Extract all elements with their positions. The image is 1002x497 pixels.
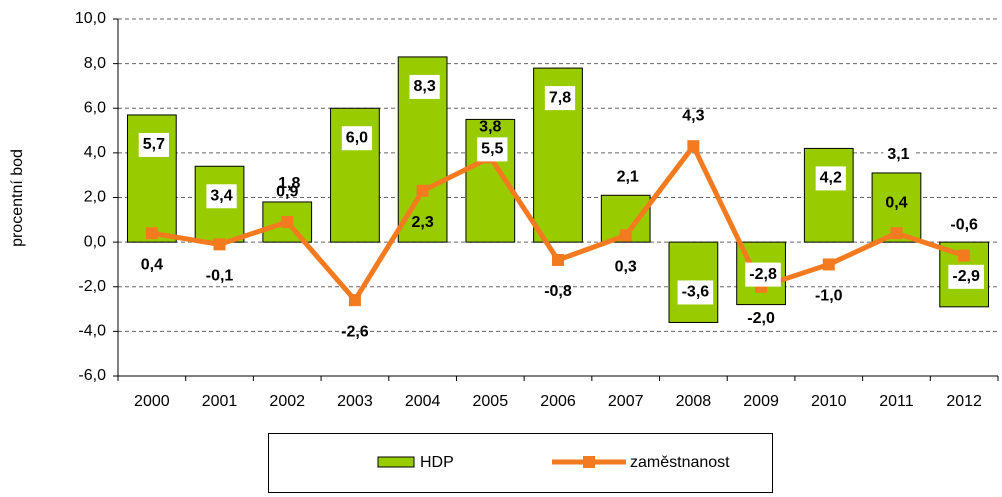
data-label-group: 8,3 — [409, 74, 440, 99]
data-label: -2,8 — [749, 266, 777, 283]
legend-label: zaměstnanost — [630, 454, 730, 471]
data-label: -0,8 — [544, 283, 572, 300]
data-label-box — [815, 166, 846, 191]
data-label-group: -2,9 — [948, 264, 984, 289]
data-label: 0,9 — [276, 183, 298, 200]
line-marker — [890, 227, 903, 240]
x-tick-label: 2011 — [879, 393, 914, 410]
data-label-group: 4,2 — [815, 166, 846, 191]
data-label-box — [612, 165, 643, 190]
x-tick-label: 2010 — [811, 393, 847, 410]
data-label-group: 7,8 — [544, 86, 576, 111]
data-label: 2,1 — [617, 168, 639, 185]
data-label-group: 2,1 — [612, 165, 643, 190]
data-label-group: 3,4 — [206, 184, 237, 209]
x-tick-label: 2012 — [946, 393, 982, 410]
bar — [803, 147, 854, 243]
line-marker — [348, 294, 361, 307]
data-label-group: 6,0 — [341, 126, 373, 151]
data-label-box — [677, 280, 714, 305]
data-label: 0,4 — [885, 194, 907, 211]
data-label: -0,1 — [206, 268, 234, 285]
data-label-box — [138, 132, 169, 157]
line-marker — [958, 249, 971, 262]
data-label-box — [206, 184, 237, 209]
data-label-box — [883, 142, 914, 167]
y-tick-label: 8,0 — [84, 55, 106, 72]
data-label-group: -2,8 — [745, 262, 781, 287]
x-tick-label: 2006 — [540, 393, 576, 410]
data-label-box — [409, 74, 440, 99]
data-label-group: 5,5 — [477, 137, 508, 162]
data-label: -2,9 — [952, 268, 980, 285]
data-label-box — [477, 137, 508, 162]
data-label: -1,0 — [815, 288, 843, 305]
data-label: -2,6 — [341, 323, 369, 340]
data-label-group: 3,1 — [883, 142, 914, 167]
data-label: 1,8 — [278, 175, 300, 192]
data-label: 5,5 — [481, 141, 503, 158]
data-label: 8,3 — [413, 78, 435, 95]
data-label-box — [544, 86, 576, 111]
line-marker — [822, 258, 835, 271]
data-label: -3,6 — [682, 284, 710, 301]
legend-box — [268, 433, 773, 493]
data-label: 7,8 — [549, 89, 571, 106]
data-label: 0,3 — [615, 259, 637, 276]
line-marker — [687, 140, 700, 153]
x-tick-label: 2009 — [743, 393, 779, 410]
data-label-box — [745, 262, 781, 287]
y-tick-label: 10,0 — [75, 10, 106, 27]
x-tick-label: 2007 — [608, 393, 644, 410]
legend-swatch — [377, 456, 415, 468]
line-marker — [552, 253, 564, 266]
data-label-group: -3,6 — [677, 280, 714, 305]
line-marker — [416, 184, 429, 197]
line-marker — [281, 216, 294, 229]
y-tick-label: 6,0 — [84, 99, 106, 116]
data-label: 0,4 — [141, 256, 163, 273]
data-label: 3,8 — [479, 119, 501, 136]
data-label: 3,1 — [887, 146, 909, 163]
y-tick-label: 2,0 — [84, 189, 106, 206]
x-tick-label: 2008 — [676, 393, 712, 410]
y-tick-label: 0,0 — [84, 233, 106, 250]
data-label-box — [274, 171, 305, 196]
data-label-group: 1,8 — [274, 171, 305, 196]
legend-swatch — [583, 456, 595, 468]
data-label: 3,4 — [210, 187, 232, 204]
y-tick-label: 4,0 — [84, 144, 106, 161]
y-tick-label: -2,0 — [78, 278, 106, 295]
data-label: 6,0 — [346, 129, 368, 146]
data-label-box — [948, 264, 984, 289]
y-tick-label: -6,0 — [78, 367, 106, 384]
x-tick-label: 2004 — [405, 393, 441, 410]
data-label-box — [341, 126, 373, 151]
x-tick-label: 2000 — [134, 393, 170, 410]
legend-label: HDP — [420, 454, 454, 471]
x-tick-label: 2003 — [337, 393, 373, 410]
y-tick-label: -4,0 — [78, 323, 106, 340]
data-label: 4,2 — [820, 170, 842, 187]
y-axis-label: procentní bod — [9, 149, 26, 247]
data-label: 2,3 — [411, 214, 433, 231]
x-tick-label: 2002 — [269, 393, 305, 410]
line-marker — [619, 229, 632, 242]
line-marker — [213, 238, 226, 251]
data-label: -2,0 — [747, 310, 775, 327]
data-label-group: 5,7 — [138, 132, 169, 157]
x-tick-label: 2001 — [202, 393, 238, 410]
x-tick-label: 2005 — [473, 393, 509, 410]
data-label: 4,3 — [682, 107, 704, 124]
data-label: -0,6 — [950, 217, 978, 234]
data-label: 5,7 — [143, 136, 165, 153]
line-marker — [145, 227, 158, 240]
